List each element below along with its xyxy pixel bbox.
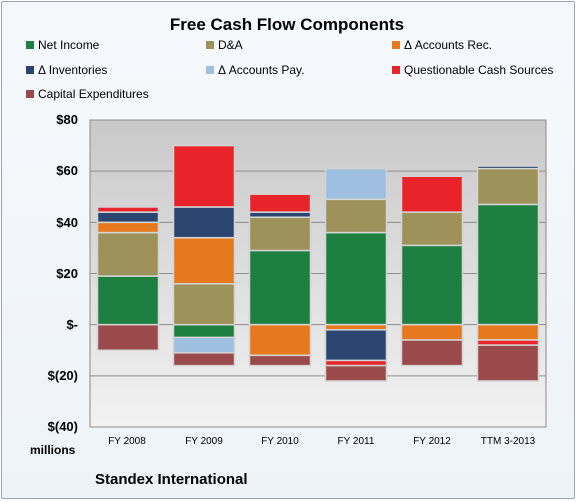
- bar-segment: [248, 193, 312, 213]
- legend-swatch-accounts-pay: [206, 66, 214, 74]
- bar-segment: [324, 364, 388, 382]
- x-tick-label: FY 2010: [261, 436, 299, 447]
- bar-segment: [96, 221, 160, 234]
- bar-segment: [96, 206, 160, 213]
- bar-segment: [172, 144, 236, 208]
- legend-swatch-capex: [26, 90, 34, 98]
- bar-segment: [400, 211, 464, 247]
- bar-segment: [476, 167, 540, 206]
- legend-label-accounts-rec: Δ Accounts Rec.: [404, 38, 493, 52]
- y-tick-label: $(40): [47, 419, 78, 434]
- y-tick-label: $20: [56, 266, 78, 281]
- legend-label-da: D&A: [218, 38, 243, 52]
- legend-item-questionable-cash: Questionable Cash Sources: [392, 63, 553, 77]
- bar-segment: [172, 336, 236, 354]
- bar-segment: [324, 329, 388, 362]
- legend-item-inventories: Δ Inventories: [26, 63, 107, 77]
- bar-segment: [248, 354, 312, 367]
- bar-segment: [324, 359, 388, 367]
- bar-segment: [172, 323, 236, 339]
- chart-title: Free Cash Flow Components: [169, 15, 405, 34]
- legend-swatch-net-income: [26, 41, 34, 49]
- legend-swatch-inventories: [26, 66, 34, 74]
- legend-item-da: D&A: [206, 38, 243, 52]
- bar-segment: [400, 339, 464, 367]
- legend-item-capex: Capital Expenditures: [26, 87, 149, 101]
- bar-segment: [476, 339, 540, 346]
- bar-segment: [476, 323, 540, 341]
- bar-segment: [400, 244, 464, 326]
- bar-segment: [248, 323, 312, 357]
- bar-segment: [172, 236, 236, 285]
- company-name: Standex International: [95, 471, 248, 488]
- bar-segment: [476, 344, 540, 382]
- bar-segment: [324, 198, 388, 234]
- y-tick-label: $60: [56, 163, 78, 178]
- x-tick-label: FY 2009: [185, 436, 223, 447]
- bar-segment: [96, 231, 160, 277]
- y-tick-label: $-: [66, 317, 78, 332]
- x-tick-label: FY 2011: [337, 436, 375, 447]
- bar-segment: [476, 203, 540, 326]
- legend-label-inventories: Δ Inventories: [38, 63, 108, 77]
- legend-swatch-da: [206, 41, 214, 49]
- legend-item-net-income: Net Income: [26, 38, 99, 52]
- bar-segment: [172, 282, 236, 326]
- bar-segment: [324, 231, 388, 326]
- bar-segment: [172, 206, 236, 239]
- x-tick-label: FY 2012: [413, 436, 451, 447]
- x-tick-label: TTM 3-2013: [480, 436, 536, 447]
- bar-segment: [96, 323, 160, 351]
- bar-segment: [324, 323, 388, 331]
- bar-segment: [248, 211, 312, 218]
- legend-label-accounts-pay: Δ Accounts Pay.: [218, 63, 305, 77]
- legend-label-questionable-cash: Questionable Cash Sources: [404, 63, 554, 77]
- bar-segment: [248, 249, 312, 326]
- legend-swatch-accounts-rec: [392, 41, 400, 49]
- legend-item-accounts-rec: Δ Accounts Rec.: [392, 38, 492, 52]
- legend-item-accounts-pay: Δ Accounts Pay.: [206, 63, 305, 77]
- bar-segment: [172, 352, 236, 367]
- legend-label-capex: Capital Expenditures: [38, 87, 149, 101]
- y-tick-label: $80: [56, 112, 78, 127]
- units-label: millions: [30, 443, 76, 457]
- bar-segment: [400, 175, 464, 213]
- legend-swatch-questionable-cash: [392, 66, 400, 74]
- bar-segment: [400, 323, 464, 341]
- bar-segment: [476, 165, 540, 170]
- bar-segment: [96, 211, 160, 224]
- y-tick-label: $40: [56, 215, 78, 230]
- bar-segment: [96, 275, 160, 326]
- legend-label-net-income: Net Income: [38, 38, 100, 52]
- bar-segment: [248, 216, 312, 252]
- x-tick-label: FY 2008: [108, 436, 146, 447]
- chart-legend: Net Income D&A Δ Accounts Rec. Δ Invento…: [0, 0, 578, 110]
- bar-segment: [324, 167, 388, 201]
- y-tick-label: $(20): [47, 368, 78, 383]
